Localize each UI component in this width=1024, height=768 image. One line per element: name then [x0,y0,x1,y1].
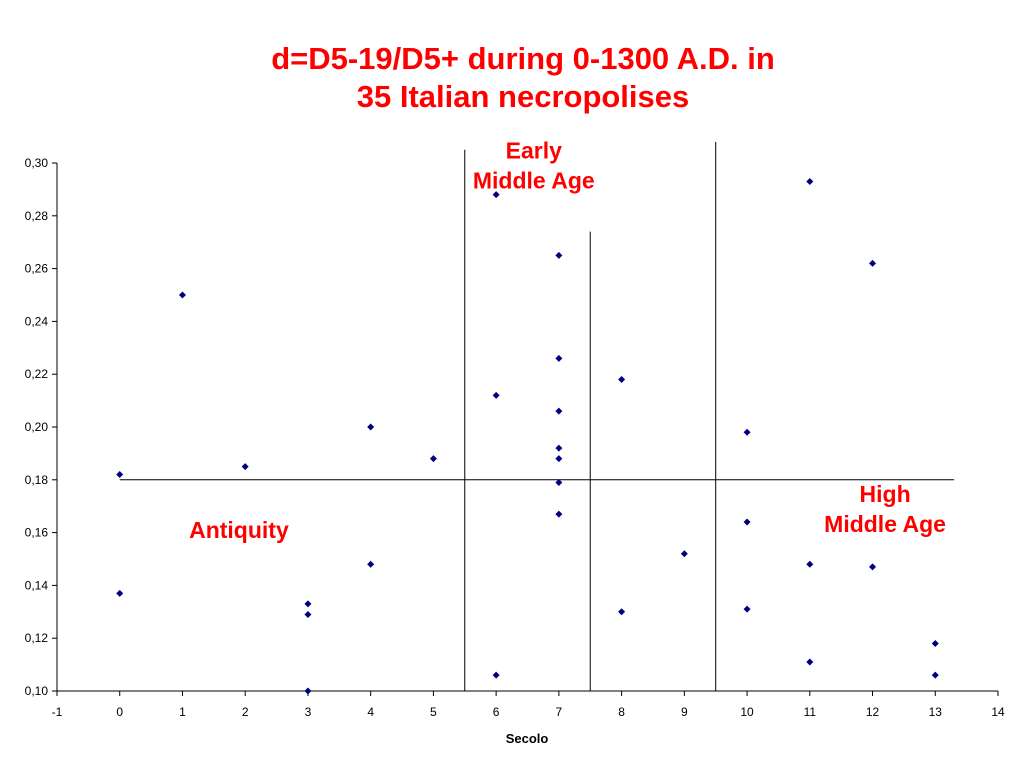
data-point [931,671,939,679]
data-point [555,251,563,259]
data-point [304,600,312,608]
data-point [869,259,877,267]
x-tick-label: 10 [740,705,754,719]
data-point [680,550,688,558]
x-tick-label: 4 [367,705,374,719]
data-point [367,560,375,568]
x-tick-label: 14 [991,705,1005,719]
data-point [241,463,249,471]
data-point [743,518,751,526]
annotations: Antiquity Early Middle Age High Middle Age [189,138,946,543]
x-tick-label: 8 [618,705,625,719]
annotation-label: Early [506,138,562,164]
data-point [806,560,814,568]
y-tick-label: 0,28 [25,209,49,223]
y-tick-label: 0,18 [25,473,49,487]
data-point [555,455,563,463]
reference-lines [119,141,955,691]
data-points [116,177,939,695]
y-tick-label: 0,20 [25,420,49,434]
x-tick-label: 5 [430,705,437,719]
x-tick-label: 9 [681,705,688,719]
chart-title: d=D5-19/D5+ during 0-1300 A.D. in 35 Ita… [0,40,1024,116]
data-point [367,423,375,431]
data-point [743,605,751,613]
y-tick-label: 0,24 [25,314,49,328]
data-point [931,639,939,647]
x-tick-label: 1 [179,705,186,719]
data-point [869,563,877,571]
y-tick-label: 0,10 [25,684,49,698]
data-point [116,589,124,597]
chart-axes: 0,10 0,12 0,14 0,16 0,18 0,20 0,22 0,24 0,26 0,28… [25,156,1005,719]
y-tick-label: 0,14 [25,578,49,592]
x-tick-label: 0 [116,705,123,719]
data-point [492,191,500,199]
x-tick-label: 13 [929,705,943,719]
data-point [806,177,814,185]
x-axis-label: Secolo [506,731,549,746]
data-point [492,391,500,399]
x-tick-label: 6 [493,705,500,719]
data-point [304,687,312,695]
data-point [555,444,563,452]
y-tick-label: 0,22 [25,367,49,381]
data-point [555,354,563,362]
y-tick-label: 0,26 [25,262,49,276]
data-point [178,291,186,299]
x-tick-label: 7 [556,705,563,719]
data-point [618,375,626,383]
annotation-label: High [860,481,911,507]
data-point [555,407,563,415]
x-tick-label: 2 [242,705,249,719]
data-point [555,478,563,486]
chart-title-line-1: d=D5-19/D5+ during 0-1300 A.D. in [271,41,775,76]
data-point [806,658,814,666]
data-point [304,610,312,618]
data-point [743,428,751,436]
y-tick-label: 0,12 [25,631,49,645]
x-tick-label: 11 [804,705,817,719]
x-tick-label: 12 [866,705,880,719]
annotation-label: Middle Age [473,168,595,194]
y-tick-label: 0,16 [25,526,49,540]
annotation-label: Antiquity [189,517,289,543]
data-point [492,671,500,679]
data-point [618,608,626,616]
data-point [429,455,437,463]
chart-title-line-2: 35 Italian necropolises [356,79,690,114]
annotation-label: Middle Age [824,511,946,537]
y-tick-label: 0,30 [25,156,49,170]
data-point [555,510,563,518]
x-tick-label: 3 [305,705,312,719]
data-point [116,471,124,479]
x-tick-label: -1 [52,705,63,719]
